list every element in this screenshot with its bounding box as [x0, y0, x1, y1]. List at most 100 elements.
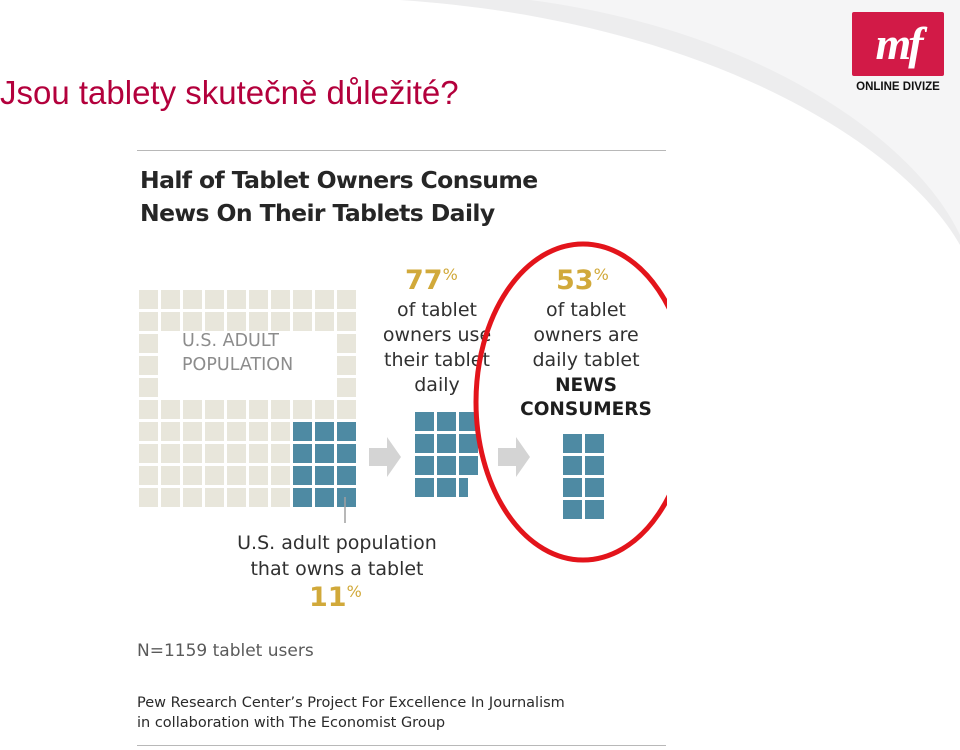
- population-square: [161, 290, 180, 309]
- use-daily-line-1: of tablet: [397, 299, 477, 321]
- tablet-owner-square: [293, 488, 312, 507]
- population-square: [183, 422, 202, 441]
- use-daily-line-4: daily: [414, 374, 460, 396]
- population-square: [337, 378, 356, 397]
- news-consumer-square: [563, 478, 582, 497]
- owns-tablet-line-2: that owns a tablet: [250, 558, 423, 580]
- infographic-graphic: U.S. ADULT POPULATION 77% of tablet owne…: [137, 241, 667, 731]
- population-square: [337, 400, 356, 419]
- population-square: [161, 488, 180, 507]
- population-square: [249, 444, 268, 463]
- svg-text:77%: 77%: [405, 265, 458, 296]
- logo-mark: mf: [875, 18, 923, 69]
- population-square: [227, 400, 246, 419]
- population-square: [271, 422, 290, 441]
- tablet-owner-square: [293, 444, 312, 463]
- use-daily-percent: 77%: [405, 265, 458, 296]
- population-square: [227, 444, 246, 463]
- tablet-owner-square: [337, 466, 356, 485]
- population-label-line-2: POPULATION: [182, 355, 293, 375]
- use-daily-line-3: their tablet: [384, 349, 490, 371]
- population-square: [183, 290, 202, 309]
- population-square: [139, 422, 158, 441]
- population-square: [161, 444, 180, 463]
- population-square: [337, 312, 356, 331]
- daily-user-square: [415, 478, 434, 497]
- daily-users-grid: [415, 412, 478, 497]
- infographic-title: Half of Tablet Owners Consume News On Th…: [140, 164, 660, 230]
- daily-user-square: [437, 456, 456, 475]
- tablet-owner-square: [293, 466, 312, 485]
- tablet-owner-square: [315, 466, 334, 485]
- daily-user-square: [437, 412, 456, 431]
- use-daily-line-2: owners use: [383, 324, 491, 346]
- population-square: [271, 400, 290, 419]
- infographic-title-line-1: Half of Tablet Owners Consume: [140, 166, 538, 194]
- top-rule: [137, 150, 666, 151]
- infographic: Half of Tablet Owners Consume News On Th…: [137, 150, 667, 750]
- population-square: [315, 400, 334, 419]
- population-grid: [139, 290, 356, 507]
- tablet-owner-square: [293, 422, 312, 441]
- credit-line-2: in collaboration with The Economist Grou…: [137, 715, 445, 731]
- population-square: [139, 400, 158, 419]
- credit-line-1: Pew Research Center’s Project For Excell…: [137, 695, 565, 711]
- owns-tablet-percent: 11%: [309, 582, 362, 613]
- daily-user-square: [415, 434, 434, 453]
- news-daily-percent: 53%: [556, 265, 609, 296]
- logo-caption: ONLINE DIVIZE: [856, 81, 940, 93]
- tablet-owner-square: [315, 422, 334, 441]
- arrow-icon: [369, 437, 401, 477]
- population-square: [205, 400, 224, 419]
- population-square: [161, 466, 180, 485]
- population-square: [139, 290, 158, 309]
- news-daily-line-1: of tablet: [546, 299, 626, 321]
- svg-text:11%: 11%: [309, 582, 362, 613]
- news-consumer-square: [563, 456, 582, 475]
- population-square: [183, 488, 202, 507]
- bottom-rule: [137, 745, 666, 746]
- population-square: [139, 356, 158, 375]
- news-daily-line-3: daily tablet: [532, 349, 639, 371]
- daily-user-square: [459, 434, 478, 453]
- population-square: [271, 466, 290, 485]
- population-square: [139, 378, 158, 397]
- news-consumer-square: [585, 434, 604, 453]
- infographic-title-line-2: News On Their Tablets Daily: [140, 199, 495, 227]
- slide-title: Jsou tablety skutečně důležité?: [0, 74, 459, 111]
- news-daily-line-4: NEWS: [555, 375, 617, 396]
- population-square: [161, 400, 180, 419]
- tablet-owner-square: [315, 444, 334, 463]
- population-square: [227, 422, 246, 441]
- news-consumer-square: [585, 478, 604, 497]
- tablet-owner-square: [315, 488, 334, 507]
- population-square: [337, 334, 356, 353]
- population-square: [271, 488, 290, 507]
- highlight-circle: [473, 241, 667, 563]
- population-square: [293, 400, 312, 419]
- sample-size-note: N=1159 tablet users: [137, 641, 314, 661]
- population-square: [249, 400, 268, 419]
- population-square: [205, 466, 224, 485]
- population-square: [205, 290, 224, 309]
- population-square: [271, 312, 290, 331]
- population-square: [139, 444, 158, 463]
- population-square: [139, 488, 158, 507]
- population-square: [205, 444, 224, 463]
- logo-badge: mf: [852, 12, 944, 76]
- population-square: [271, 444, 290, 463]
- population-square: [205, 422, 224, 441]
- tablet-owner-square: [337, 488, 356, 507]
- population-square: [139, 466, 158, 485]
- population-square: [183, 312, 202, 331]
- tablet-owner-square: [337, 444, 356, 463]
- arrow-icon: [498, 437, 530, 477]
- daily-user-square: [415, 456, 434, 475]
- news-consumer-square: [585, 456, 604, 475]
- population-square: [139, 334, 158, 353]
- svg-text:53%: 53%: [556, 265, 609, 296]
- population-square: [161, 312, 180, 331]
- daily-user-square: [459, 412, 478, 431]
- population-square: [337, 356, 356, 375]
- news-daily-line-2: owners are: [533, 324, 638, 346]
